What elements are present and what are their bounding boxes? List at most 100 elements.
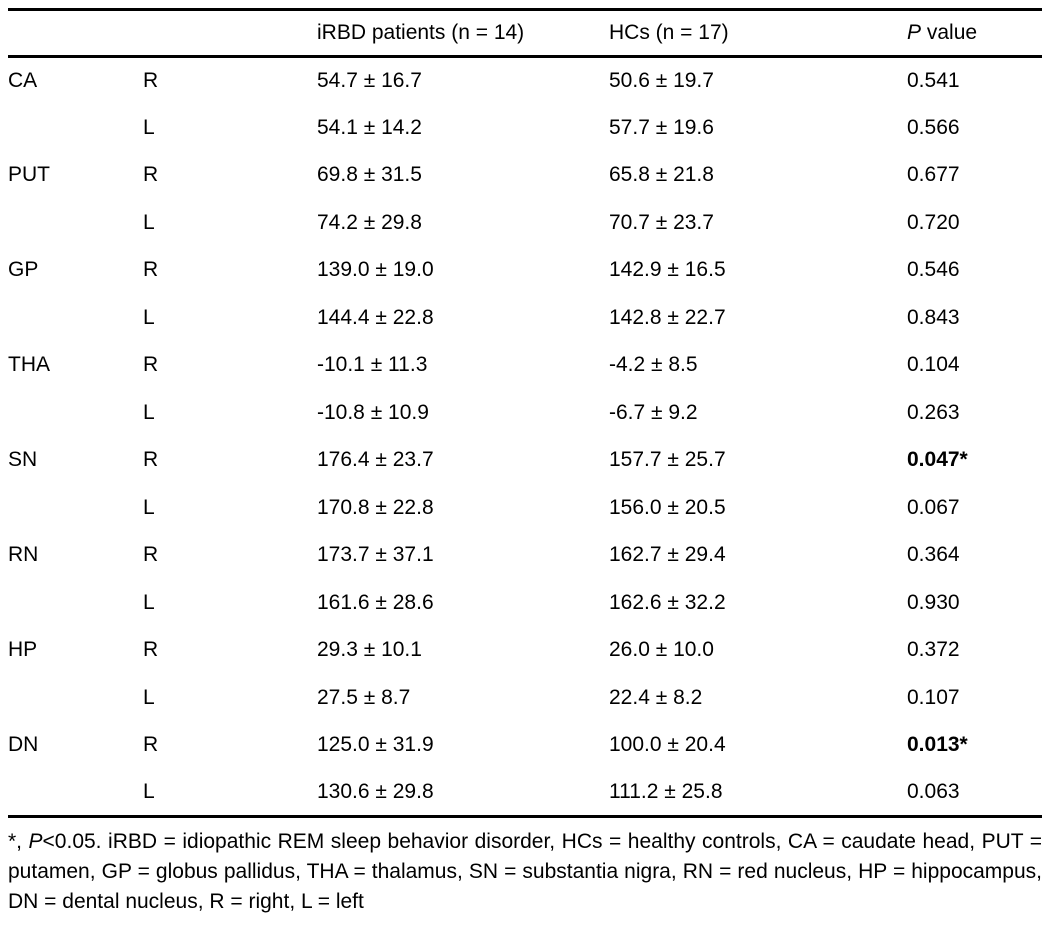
table-row: L 27.5 ± 8.7 22.4 ± 8.2 0.107 xyxy=(8,674,1042,722)
table-row: CA R 54.7 ± 16.7 50.6 ± 19.7 0.541 xyxy=(8,57,1042,105)
cell-irbd-value: 27.5 ± 8.7 xyxy=(317,685,411,709)
cell-irbd-value: 144.4 ± 22.8 xyxy=(317,305,434,329)
cell-p-value: 0.566 xyxy=(907,115,960,139)
table-row: L 74.2 ± 29.8 70.7 ± 23.7 0.720 xyxy=(8,199,1042,247)
table-row: L -10.8 ± 10.9 -6.7 ± 9.2 0.263 xyxy=(8,389,1042,437)
cell-p-value: 0.677 xyxy=(907,163,960,187)
cell-hcs-value: 26.0 ± 10.0 xyxy=(609,638,714,662)
footnote-abbreviations: <0.05. iRBD = idiopathic REM sleep behav… xyxy=(8,830,1042,913)
cell-p-value: 0.063 xyxy=(907,780,960,803)
cell-region xyxy=(8,579,143,627)
cell-p-value: 0.720 xyxy=(907,210,960,234)
cell-irbd-value: -10.1 ± 11.3 xyxy=(317,353,428,377)
cell-side: L xyxy=(143,305,155,329)
cell-region xyxy=(8,484,143,532)
header-irbd-patients: iRBD patients (n = 14) xyxy=(317,9,609,58)
cell-irbd-value: 69.8 ± 31.5 xyxy=(317,163,422,187)
cell-side: L xyxy=(143,210,155,234)
cell-hcs-value: 111.2 ± 25.8 xyxy=(609,780,723,803)
cell-region: RN xyxy=(8,543,39,567)
table-body: CA R 54.7 ± 16.7 50.6 ± 19.7 0.541 L 54.… xyxy=(8,57,1042,817)
cell-irbd-value: 161.6 ± 28.6 xyxy=(317,590,434,614)
cell-hcs-value: 142.9 ± 16.5 xyxy=(609,258,726,282)
cell-hcs-value: 162.6 ± 32.2 xyxy=(609,590,726,614)
cell-irbd-value: 170.8 ± 22.8 xyxy=(317,495,434,519)
cell-irbd-value: 125.0 ± 31.9 xyxy=(317,733,434,757)
cell-irbd-value: 176.4 ± 23.7 xyxy=(317,448,434,472)
cell-hcs-value: 157.7 ± 25.7 xyxy=(609,448,726,472)
cell-hcs-value: 156.0 ± 20.5 xyxy=(609,495,726,519)
table-row: PUT R 69.8 ± 31.5 65.8 ± 21.8 0.677 xyxy=(8,152,1042,200)
cell-hcs-value: 70.7 ± 23.7 xyxy=(609,210,714,234)
cell-side: L xyxy=(143,495,155,519)
cell-region: CA xyxy=(8,69,38,92)
table-row: L 161.6 ± 28.6 162.6 ± 32.2 0.930 xyxy=(8,579,1042,627)
cell-region xyxy=(8,674,143,722)
cell-p-value: 0.047* xyxy=(907,448,968,472)
p-value-label: value xyxy=(921,21,978,44)
cell-p-value: 0.364 xyxy=(907,543,960,567)
cell-irbd-value: 130.6 ± 29.8 xyxy=(317,780,434,803)
footnote-p-symbol: P xyxy=(28,830,43,853)
table-row: L 130.6 ± 29.8 111.2 ± 25.8 0.063 xyxy=(8,769,1042,817)
cell-side: R xyxy=(143,163,159,187)
cell-side: L xyxy=(143,400,155,424)
cell-p-value: 0.546 xyxy=(907,258,960,282)
footnote-asterisk: *, xyxy=(8,830,29,853)
cell-p-value: 0.930 xyxy=(907,590,960,614)
table-row: L 144.4 ± 22.8 142.8 ± 22.7 0.843 xyxy=(8,294,1042,342)
cell-irbd-value: 54.1 ± 14.2 xyxy=(317,115,422,139)
cell-region: DN xyxy=(8,733,39,757)
cell-hcs-value: 65.8 ± 21.8 xyxy=(609,163,714,187)
cell-hcs-value: -4.2 ± 8.5 xyxy=(609,353,698,377)
cell-hcs-value: 162.7 ± 29.4 xyxy=(609,543,726,567)
table-row: HP R 29.3 ± 10.1 26.0 ± 10.0 0.372 xyxy=(8,627,1042,675)
cell-p-value: 0.107 xyxy=(907,685,960,709)
cell-hcs-value: -6.7 ± 9.2 xyxy=(609,400,698,424)
cell-side: L xyxy=(143,590,155,614)
paper-table-figure: iRBD patients (n = 14) HCs (n = 17) P va… xyxy=(8,0,1042,917)
cell-side: R xyxy=(143,733,159,757)
cell-side: R xyxy=(143,638,159,662)
cell-irbd-value: 139.0 ± 19.0 xyxy=(317,258,434,282)
results-table: iRBD patients (n = 14) HCs (n = 17) P va… xyxy=(8,8,1042,818)
cell-region: HP xyxy=(8,638,38,662)
cell-irbd-value: -10.8 ± 10.9 xyxy=(317,400,429,424)
header-p-value: P value xyxy=(907,9,1042,58)
cell-side: L xyxy=(143,115,155,139)
cell-irbd-value: 29.3 ± 10.1 xyxy=(317,638,422,662)
header-hcs: HCs (n = 17) xyxy=(609,9,907,58)
cell-p-value: 0.263 xyxy=(907,400,960,424)
table-row: L 54.1 ± 14.2 57.7 ± 19.6 0.566 xyxy=(8,104,1042,152)
cell-p-value: 0.104 xyxy=(907,353,960,377)
cell-side: L xyxy=(143,780,155,803)
cell-region: PUT xyxy=(8,163,50,187)
cell-p-value: 0.541 xyxy=(907,69,960,92)
p-symbol: P xyxy=(907,21,922,44)
cell-region xyxy=(8,389,143,437)
header-side-blank xyxy=(143,9,317,58)
cell-side: R xyxy=(143,448,159,472)
header-region-blank xyxy=(8,9,143,58)
cell-region: GP xyxy=(8,258,39,282)
cell-irbd-value: 173.7 ± 37.1 xyxy=(317,543,434,567)
cell-side: R xyxy=(143,543,159,567)
table-row: RN R 173.7 ± 37.1 162.7 ± 29.4 0.364 xyxy=(8,532,1042,580)
cell-hcs-value: 142.8 ± 22.7 xyxy=(609,305,726,329)
table-row: SN R 176.4 ± 23.7 157.7 ± 25.7 0.047* xyxy=(8,437,1042,485)
cell-p-value: 0.067 xyxy=(907,495,960,519)
cell-p-value: 0.013* xyxy=(907,733,968,757)
cell-hcs-value: 22.4 ± 8.2 xyxy=(609,685,703,709)
table-row: THA R -10.1 ± 11.3 -4.2 ± 8.5 0.104 xyxy=(8,342,1042,390)
cell-hcs-value: 100.0 ± 20.4 xyxy=(609,733,726,757)
table-row: L 170.8 ± 22.8 156.0 ± 20.5 0.067 xyxy=(8,484,1042,532)
header-row: iRBD patients (n = 14) HCs (n = 17) P va… xyxy=(8,9,1042,58)
table-row: DN R 125.0 ± 31.9 100.0 ± 20.4 0.013* xyxy=(8,722,1042,770)
cell-region: THA xyxy=(8,353,50,377)
cell-irbd-value: 54.7 ± 16.7 xyxy=(317,69,422,92)
table-row: GP R 139.0 ± 19.0 142.9 ± 16.5 0.546 xyxy=(8,247,1042,295)
cell-region xyxy=(8,769,143,817)
cell-p-value: 0.372 xyxy=(907,638,960,662)
cell-irbd-value: 74.2 ± 29.8 xyxy=(317,210,422,234)
cell-hcs-value: 50.6 ± 19.7 xyxy=(609,69,714,92)
